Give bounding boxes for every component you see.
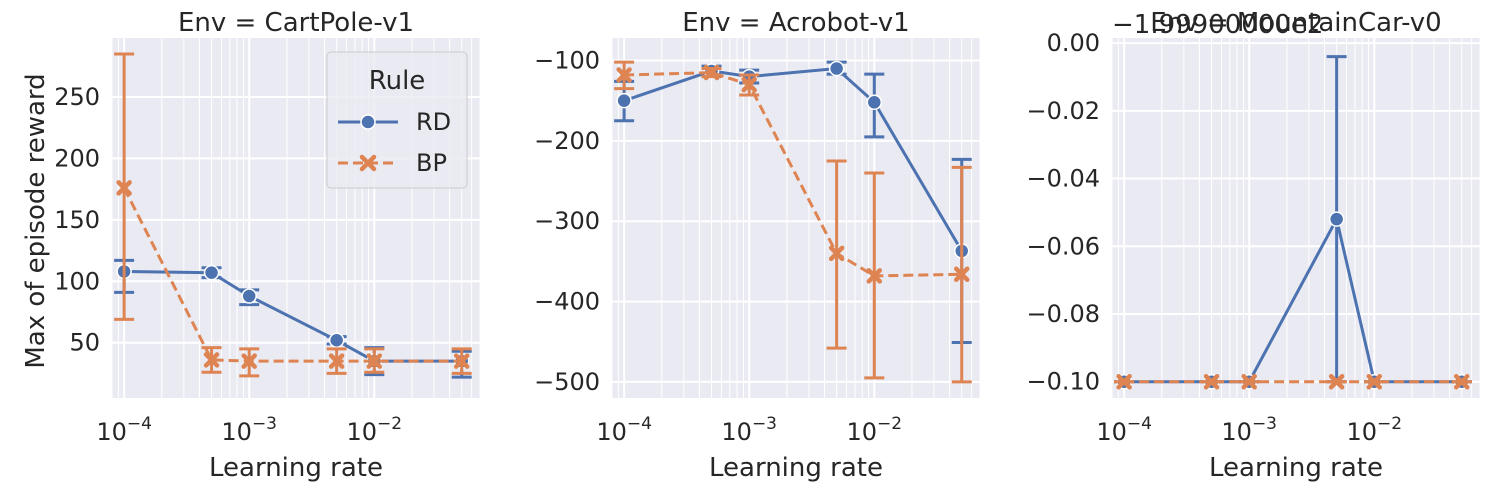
x-axis-label: Learning rate [209,453,383,483]
y-tick-label: −400 [534,288,600,316]
x-tick-label: 10−4 [96,414,152,446]
plot-background [612,38,980,398]
legend: Rule RD BP [326,51,468,189]
data-point [703,64,720,81]
series-line [623,66,963,252]
y-tick-label: 200 [54,144,100,172]
y-tick-label: 100 [54,267,100,295]
data-point [866,268,883,284]
y-tick-label: −200 [534,127,600,155]
panel-title: Env = MountainCar-v0 [1150,8,1441,38]
x-axis-label: Learning rate [1209,453,1383,483]
x-tick-label: 10−3 [721,414,777,446]
y-tick-label: 150 [54,206,100,234]
y-tick-label: 50 [69,329,100,357]
series-bp [114,52,472,378]
legend-entry-bp: BP [416,149,447,177]
data-point [1366,373,1383,390]
series-bp [614,60,972,384]
data-point [1203,373,1220,390]
data-point [241,288,257,304]
data-point [828,60,845,77]
figure-ylabel: Max of episode reward [21,73,51,368]
legend-entry-rd: RD [416,108,451,136]
x-tick-label: 10−4 [1096,414,1152,446]
data-point [1453,373,1470,390]
minor-gridlines [111,38,481,398]
x-tick-label: 10−2 [1346,414,1402,446]
data-point [828,245,845,262]
data-point [203,352,220,368]
data-point [741,76,757,93]
minor-gridlines [1111,38,1481,398]
data-point [328,353,345,369]
y-tick-label: −0.02 [1026,97,1100,125]
y-tick-label: −0.06 [1026,232,1100,260]
data-point [453,353,470,369]
x-tick-label: 10−4 [596,414,652,446]
data-point [241,353,257,369]
legend-title: Rule [369,66,426,96]
data-point [1241,373,1257,390]
x-tick-label: 10−3 [1221,414,1277,446]
y-offset-label: −1.99900000e2 [1112,10,1323,40]
y-tick-label: −100 [534,47,600,75]
x-axis-label: Learning rate [709,453,883,483]
y-tick-label: −0.08 [1026,300,1100,328]
y-tick-label: −0.10 [1026,368,1100,396]
data-point [1328,211,1345,227]
data-point [953,266,970,282]
legend-bp-marker [359,154,377,172]
panel-3: 10−4 10−3 10−2 0.00 −0.02 −0.04 −0.06 −0.08 −0.1… [1026,8,1481,483]
data-point [203,264,220,281]
data-point [866,94,883,111]
data-point [1116,373,1132,390]
panel-title: Env = Acrobot-v1 [682,8,909,38]
data-point [1328,373,1345,390]
panel-title: Env = CartPole-v1 [178,8,414,38]
series-line [624,71,962,278]
x-tick-label: 10−3 [221,414,277,446]
x-tick-label: 10−2 [346,414,402,446]
y-tick-label: −500 [534,368,600,396]
y-tick-label: −300 [534,207,600,235]
panel-2: 10−4 10−3 10−2 −100 −200 −300 −400 −500 Env = Ac… [534,8,981,483]
plot-background [1112,38,1480,398]
data-point [328,332,345,349]
x-tick-label: 10−2 [846,414,902,446]
series-bp [1114,373,1472,390]
data-point [616,67,632,83]
legend-rd-marker [360,114,376,130]
data-point [366,353,383,369]
data-point [116,180,132,196]
y-tick-label: 0.00 [1047,29,1100,57]
data-point [616,92,632,109]
legend-frame [326,51,468,189]
y-tick-label: 250 [54,83,100,111]
series-line [122,187,462,363]
series-line [124,269,462,363]
y-tick-label: −0.04 [1026,165,1100,193]
